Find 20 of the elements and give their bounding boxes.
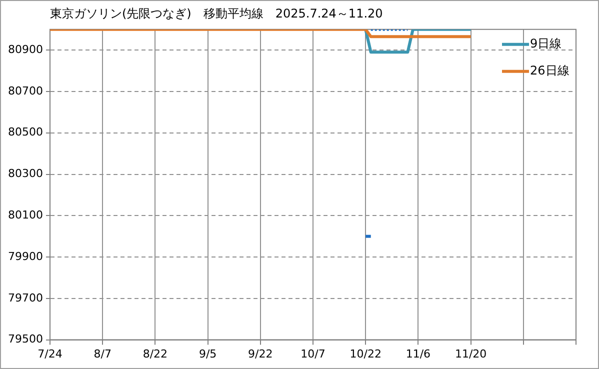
x-tick-label: 11/6 [406, 347, 431, 360]
y-tick-label: 80300 [8, 167, 43, 180]
y-tick-label: 79700 [8, 291, 43, 304]
x-tick-label: 8/7 [94, 347, 112, 360]
y-tick-label: 80500 [8, 126, 43, 139]
y-tick-label: 79900 [8, 250, 43, 263]
legend-label: 26日線 [530, 64, 570, 78]
y-tick-label: 80100 [8, 208, 43, 222]
x-tick-label: 11/20 [454, 347, 487, 360]
y-tick-label: 79500 [8, 332, 43, 346]
chart-title: 東京ガソリン(先限つなぎ) 移動平均線 2025.7.24～11.20 [50, 6, 383, 20]
legend-label: 9日線 [530, 36, 562, 51]
x-tick-label: 9/5 [198, 347, 217, 360]
x-tick-label: 10/22 [350, 347, 382, 360]
y-tick-label: 80900 [8, 42, 43, 56]
x-tick-label: 8/22 [142, 347, 168, 360]
x-tick-label: 7/24 [38, 347, 62, 360]
x-tick-label: 9/22 [248, 347, 273, 360]
x-tick-label: 10/7 [300, 347, 326, 360]
y-tick-label: 80700 [8, 84, 43, 98]
